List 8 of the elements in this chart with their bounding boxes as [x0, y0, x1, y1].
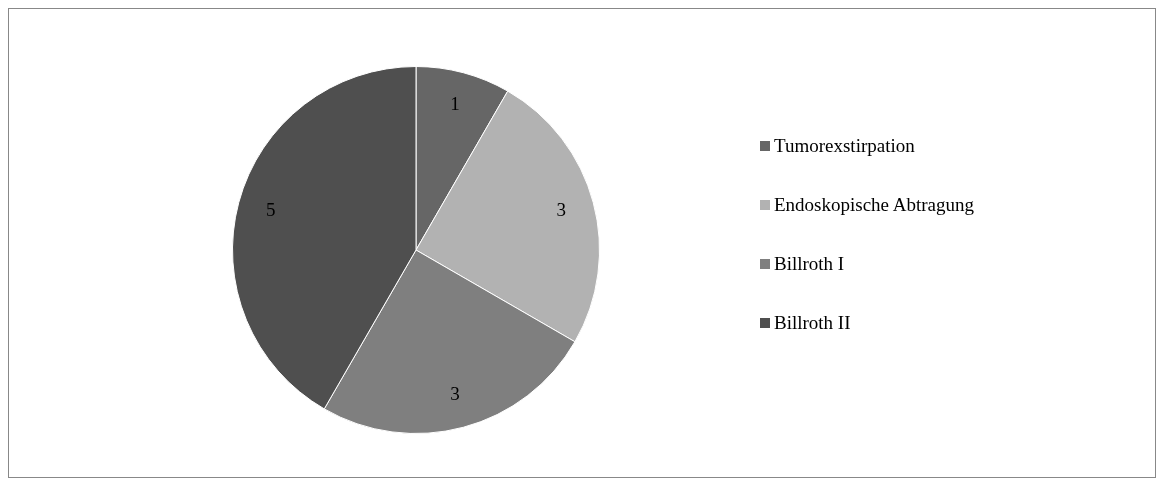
data-label: 3	[450, 383, 460, 405]
data-label: 1	[450, 92, 460, 114]
legend-label: Endoskopische Abtragung	[774, 194, 975, 216]
data-label: 3	[556, 199, 567, 221]
legend-label: Billroth I	[774, 253, 845, 275]
legend-label: Tumorexstirpation	[774, 135, 915, 157]
data-label: 5	[265, 199, 276, 221]
legend-label: Billroth II	[774, 312, 851, 334]
